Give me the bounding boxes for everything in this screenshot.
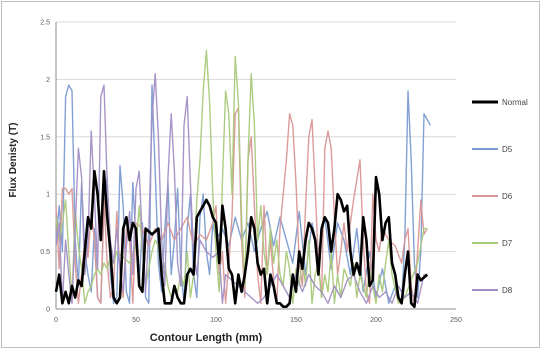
x-tick-label: 200 [370,317,382,324]
tick-labels: 0 0.5 1 1.5 2 2.5 0 50 100 150 200 250 [40,20,462,325]
y-tick-label: 0 [46,307,50,314]
y-tick-label: 2 [46,77,50,84]
x-tick-label: 150 [290,317,302,324]
y-tick-label: 1 [46,192,50,199]
y-tick-label: 0.5 [40,249,50,256]
x-tick-label: 50 [132,317,140,324]
legend-label-normal: Normal [502,98,528,107]
x-axis-title: Contour Length (mm) [150,332,263,344]
legend-label-d6: D6 [502,192,513,201]
y-axis-title: Flux Denisty (T) [8,122,19,197]
series-line-d8 [55,73,428,304]
x-tick-label: 100 [210,317,222,324]
series-line-normal [54,169,429,308]
series-line-d7 [55,50,428,304]
series-line-d6 [55,107,428,304]
x-tick-label: 0 [54,317,58,324]
legend-label-d7: D7 [502,239,513,248]
legend-label-d8: D8 [502,286,513,295]
legend: Normal D5 D6 D7 D8 [472,98,528,295]
y-tick-label: 1.5 [40,134,50,141]
series-lines [54,50,432,308]
y-tick-label: 2.5 [40,20,50,27]
legend-label-d5: D5 [502,145,513,154]
axes [55,22,456,310]
x-tick-label: 250 [450,317,462,324]
